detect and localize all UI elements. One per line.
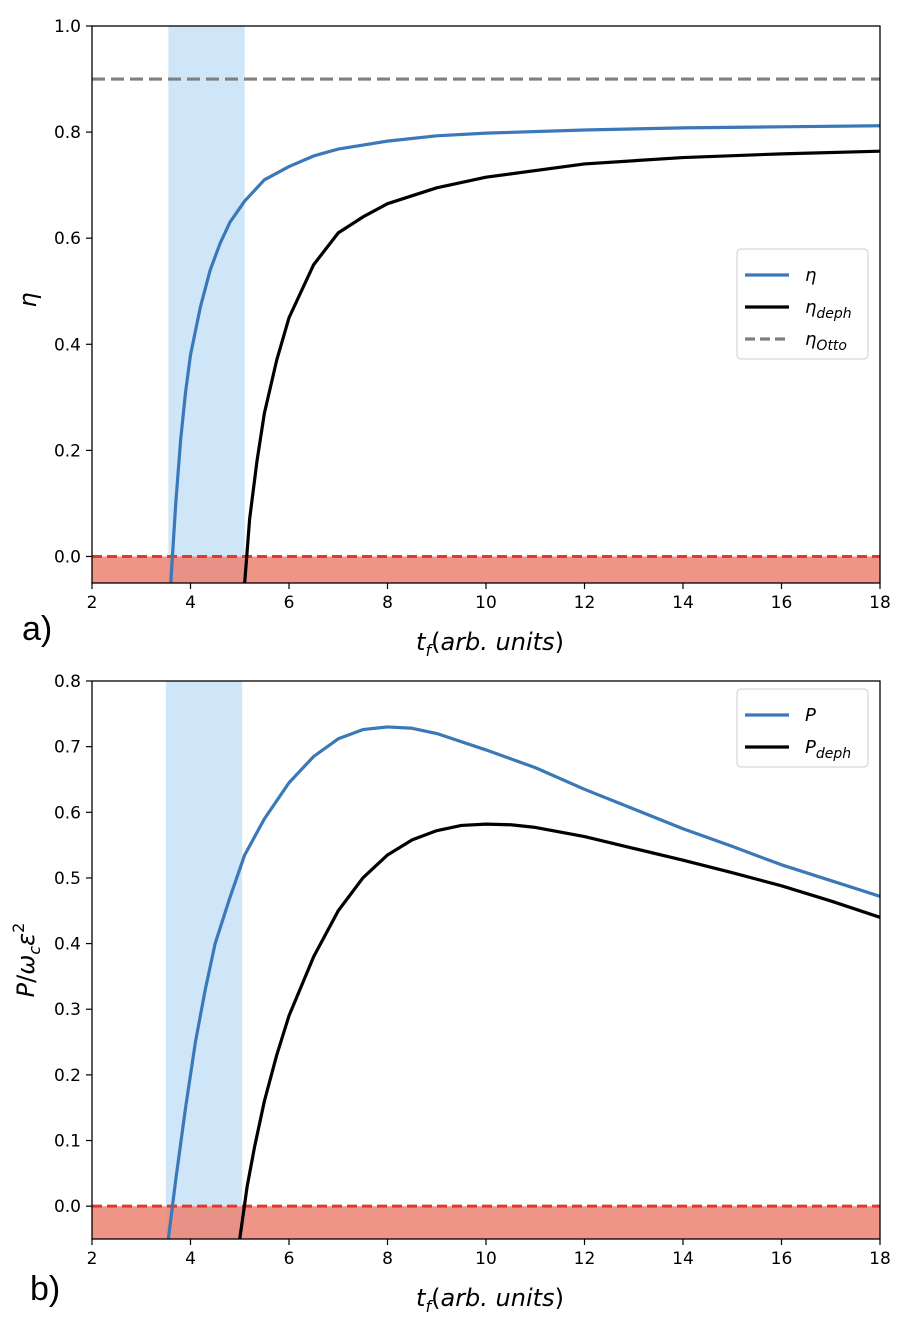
- x-tick-label: 18: [869, 593, 891, 613]
- y-tick-label: 0.4: [54, 935, 81, 955]
- y-tick-label: 0.4: [54, 335, 81, 355]
- x-tick-label: 14: [672, 1249, 694, 1269]
- legend-label: Pdeph: [805, 737, 851, 762]
- series-group: [92, 77, 880, 583]
- y-tick-label: 0.1: [54, 1132, 81, 1152]
- y-tick-label: 0.0: [54, 1197, 81, 1217]
- x-tick-label: 14: [672, 593, 694, 613]
- y-tick-label: 0.8: [54, 123, 81, 143]
- x-tick-label: 6: [284, 593, 295, 613]
- shaded-region: [168, 26, 245, 583]
- y-tick-label: 0.6: [54, 229, 81, 249]
- panel-a-label: a): [22, 610, 52, 648]
- series-line-eta: [169, 124, 880, 583]
- y-tick-label: 0.6: [54, 803, 81, 823]
- y-tick-label: 0.2: [54, 1066, 81, 1086]
- series-line-eta: [166, 725, 880, 1239]
- y-tick-label: 0.0: [54, 547, 81, 567]
- x-tick-label: 16: [771, 1249, 793, 1269]
- y-tick-label: 1.0: [54, 17, 81, 37]
- x-tick-label: 4: [185, 593, 196, 613]
- series-line-deph: [243, 149, 880, 583]
- panel-b-chart: 2 4 6 8 10 12 14 16 18 0.0 0.1 0.2 0.3 0.4 0.5 0.6 0.7 0.…: [54, 672, 891, 1269]
- negative-region: [92, 1206, 880, 1239]
- series-group: [166, 725, 880, 1239]
- panel-a-chart: 2 4 6 8 10 12 14 16 18 0.0 0.2 0.4 0.6 0.8 1.0 η ηdeph ηO…: [54, 17, 891, 613]
- panel-a-xlabel: tf(arb. units): [416, 628, 564, 660]
- panel-b-label: b): [30, 1270, 60, 1308]
- x-tick-label: 18: [869, 1249, 891, 1269]
- x-tick-label: 10: [475, 1249, 497, 1269]
- x-tick-label: 10: [475, 593, 497, 613]
- shaded-region: [165, 681, 243, 1239]
- x-tick-label: 4: [185, 1249, 196, 1269]
- panel-b-xlabel: tf(arb. units): [416, 1284, 564, 1316]
- legend-label: η: [805, 265, 816, 286]
- y-tick-label: 0.3: [54, 1000, 81, 1020]
- series-line-deph: [238, 822, 880, 1239]
- legend-label: ηOtto: [805, 329, 847, 354]
- x-tick-label: 12: [574, 1249, 596, 1269]
- y-tick-label: 0.7: [54, 738, 81, 758]
- y-tick-label: 0.5: [54, 869, 81, 889]
- x-tick-label: 8: [382, 593, 393, 613]
- x-tick-label: 12: [574, 593, 596, 613]
- x-tick-label: 8: [382, 1249, 393, 1269]
- x-tick-label: 6: [284, 1249, 295, 1269]
- legend-label: P: [805, 705, 816, 726]
- x-tick-label: 16: [771, 593, 793, 613]
- x-tick-label: 2: [87, 1249, 98, 1269]
- y-tick-label: 0.8: [54, 672, 81, 692]
- panel-a-ylabel: η: [14, 292, 42, 307]
- legend-label: ηdeph: [805, 297, 852, 322]
- y-tick-label: 0.2: [54, 441, 81, 461]
- legend-box: [736, 248, 869, 360]
- negative-region: [92, 556, 880, 583]
- panel-b-ylabel: P/ωcε2: [9, 923, 44, 998]
- x-tick-label: 2: [87, 593, 98, 613]
